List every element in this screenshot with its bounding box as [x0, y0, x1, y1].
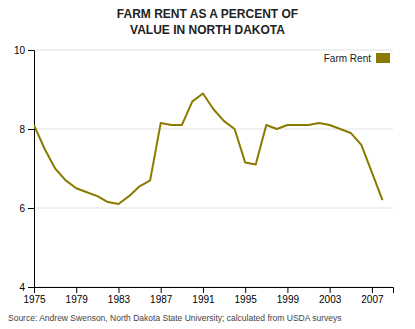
- x-tick-mark: [161, 287, 162, 293]
- x-axis-line: [35, 288, 394, 294]
- y-tick: 8: [19, 124, 34, 135]
- x-tick: 2007: [361, 287, 384, 305]
- y-tick-label: 8: [19, 124, 25, 135]
- y-axis-line: [28, 51, 35, 288]
- x-tick-label: 2007: [361, 294, 384, 305]
- line: [34, 93, 382, 204]
- x-tick-label: 1987: [150, 294, 173, 305]
- x-tick: 1979: [66, 287, 89, 305]
- x-tick-mark: [372, 287, 373, 293]
- x-tick-label: 1983: [108, 294, 131, 305]
- legend: Farm Rent: [324, 53, 390, 64]
- y-tick-mark: [28, 287, 34, 288]
- x-tick: 1999: [277, 287, 300, 305]
- x-tick-label: 2003: [319, 294, 342, 305]
- y-tick-mark: [28, 129, 34, 130]
- x-tick-label: 1999: [277, 294, 300, 305]
- x-tick-mark: [76, 287, 77, 293]
- x-tick-mark: [118, 287, 119, 293]
- y-tick-label: 10: [14, 45, 26, 56]
- x-tick-label: 1991: [192, 294, 215, 305]
- x-tick: 1995: [235, 287, 258, 305]
- plot-area: 1975 1979 1983 1987 1991 1995 1999 2003 2007 4 6 8 1…: [14, 45, 394, 305]
- chart-svg: FARM RENT AS A PERCENT OF VALUE IN NORTH …: [0, 0, 415, 329]
- title: FARM RENT AS A PERCENT OF: [117, 7, 298, 21]
- series-group: [34, 93, 382, 204]
- x-tick: 1983: [108, 287, 131, 305]
- y-tick-label: 6: [19, 203, 25, 214]
- grid: [34, 50, 393, 287]
- y-axis: 4 6 8 10: [14, 45, 35, 293]
- x-tick: 1991: [192, 287, 215, 305]
- x-tick-mark: [203, 287, 204, 293]
- x-tick: 1987: [150, 287, 173, 305]
- y-tick-mark: [28, 208, 34, 209]
- subtitle: VALUE IN NORTH DAKOTA: [130, 23, 285, 37]
- x-tick-label: 1979: [66, 294, 89, 305]
- x-tick-label: 1975: [23, 294, 46, 305]
- legend-item: Farm Rent: [324, 53, 390, 64]
- x-tick-label: 1995: [235, 294, 258, 305]
- x-tick-mark: [245, 287, 246, 293]
- grid-line: [34, 50, 393, 51]
- x-axis: 1975 1979 1983 1987 1991 1995 1999 2003 2007: [23, 287, 393, 305]
- chart-container: FARM RENT AS A PERCENT OF VALUE IN NORTH …: [0, 0, 415, 329]
- x-tick: 2003: [319, 287, 342, 305]
- legend-label: Farm Rent: [324, 53, 371, 64]
- y-tick: 4: [19, 282, 34, 293]
- y-tick-mark: [28, 50, 34, 51]
- grid-line: [34, 208, 393, 209]
- y-tick: 10: [14, 45, 34, 56]
- legend-swatch: [376, 53, 390, 63]
- x-tick-mark: [287, 287, 288, 293]
- y-tick-label: 4: [19, 282, 25, 293]
- annotation: Source: Andrew Swenson, North Dakota Sta…: [8, 313, 342, 323]
- y-tick: 6: [19, 203, 34, 214]
- x-tick-mark: [330, 287, 331, 293]
- x-tick: 1975: [23, 287, 46, 305]
